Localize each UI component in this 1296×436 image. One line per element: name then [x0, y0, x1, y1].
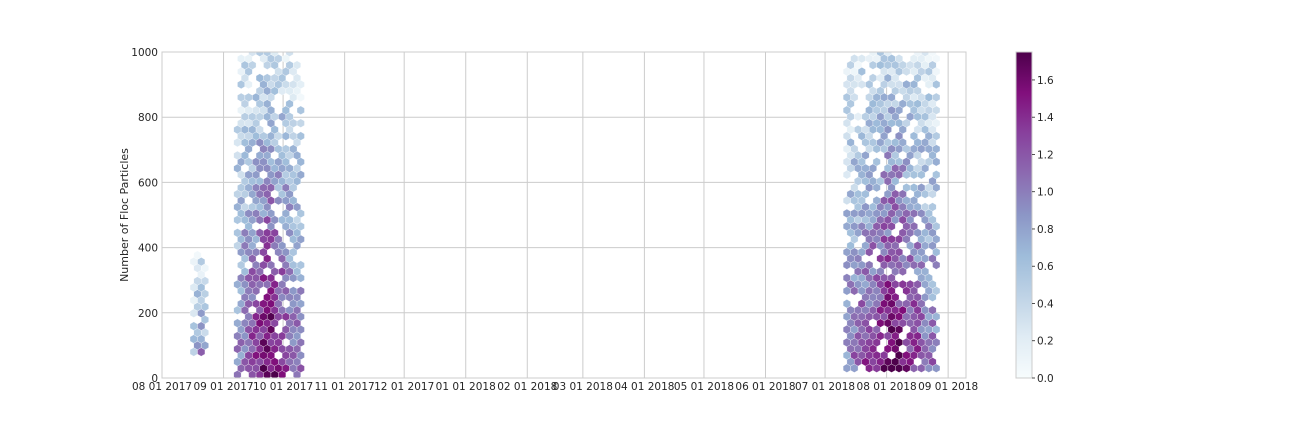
colorbar-tick-label: 1.2 [1037, 149, 1054, 161]
hexbin-cell [297, 119, 304, 128]
x-tick-label: 05 01 2018 [674, 381, 734, 393]
colorbar-tick-label: 1.4 [1037, 112, 1054, 124]
x-tick-label: 04 01 2018 [614, 381, 674, 393]
colorbar-tick-label: 1.0 [1037, 187, 1054, 199]
colorbar-tick-label: 1.6 [1037, 75, 1054, 87]
y-tick-label: 1000 [131, 47, 158, 59]
x-tick-label: 08 01 2018 [857, 381, 917, 393]
x-tick-label: 06 01 2018 [735, 381, 795, 393]
y-tick-label: 800 [138, 112, 158, 124]
x-tick-label: 01 01 2018 [436, 381, 496, 393]
x-tick-label: 10 01 2017 [253, 381, 313, 393]
colorbar-tick-label: 0.6 [1037, 261, 1054, 273]
x-tick-label: 03 01 2018 [553, 381, 613, 393]
colorbar-tick-label: 0.2 [1037, 336, 1054, 348]
x-tick-label: 11 01 2017 [315, 381, 375, 393]
x-tick-label: 09 01 2018 [918, 381, 978, 393]
colorbar-ticks: 0.0 0.2 0.4 0.6 0.8 1.0 1.2 1.4 1.6 [1032, 75, 1054, 385]
x-tick-label: 02 01 2018 [497, 381, 557, 393]
y-tick-label: 400 [138, 243, 158, 255]
colorbar [1016, 52, 1032, 378]
colorbar-tick-label: 0.4 [1037, 298, 1054, 310]
y-axis-label: Number of Floc Particles [118, 148, 131, 282]
x-tick-label: 09 01 2017 [193, 381, 253, 393]
x-axis-ticks: 08 01 2017 09 01 2017 10 01 2017 11 01 2017… [132, 381, 978, 393]
y-tick-label: 600 [138, 177, 158, 189]
hexbin-cell [854, 112, 861, 121]
hexbin-cells [190, 48, 940, 379]
hexbin-cell [297, 106, 304, 115]
y-tick-label: 200 [138, 308, 158, 320]
x-tick-label: 08 01 2017 [132, 381, 192, 393]
x-tick-label: 07 01 2018 [795, 381, 855, 393]
x-tick-label: 12 01 2017 [374, 381, 434, 393]
colorbar-tick-label: 0.8 [1037, 224, 1054, 236]
y-axis-ticks: 0 200 400 600 800 1000 [131, 47, 158, 385]
y-tick-label: 0 [151, 373, 158, 385]
colorbar-tick-label: 0.0 [1037, 373, 1054, 385]
